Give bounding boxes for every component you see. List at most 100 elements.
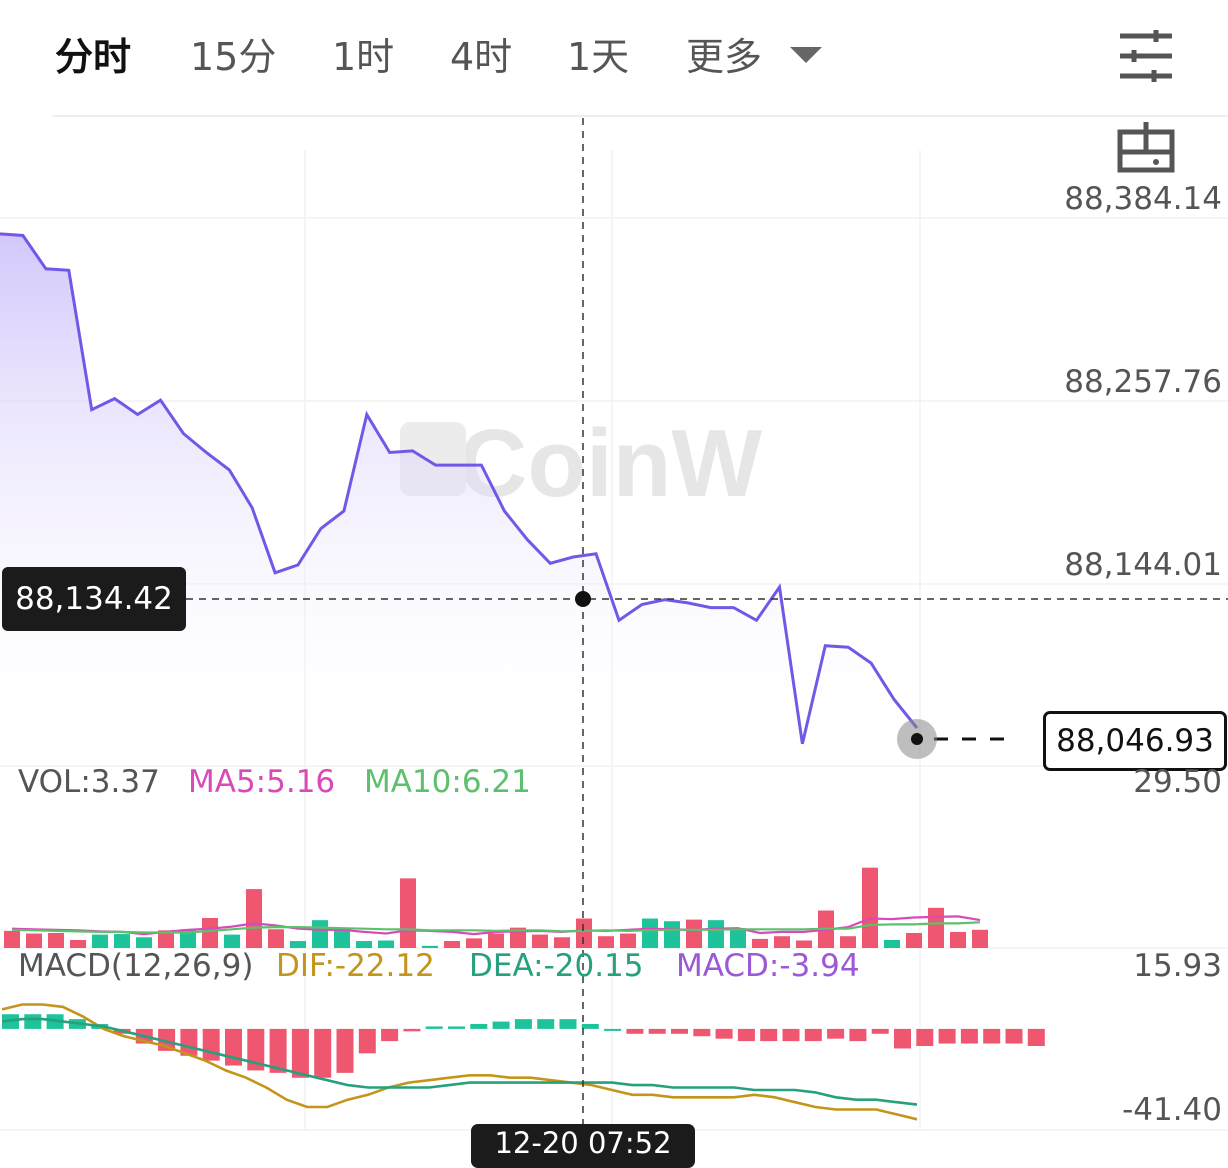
macd-bar [581,1024,599,1029]
dea-line [1,1017,918,1106]
volume-bar [950,931,966,948]
volume-bar [202,918,218,948]
volume-bar [4,930,20,948]
ma5-label: MA5:5.16 [188,764,336,800]
volume-bar [576,918,592,948]
volume-bar [686,919,702,948]
volume-bar [708,920,724,948]
dif-label: DIF:-22.12 [276,948,435,984]
volume-bar [312,920,328,948]
crosshair-dot [575,591,591,607]
macd-bar [403,1028,421,1032]
macd-bar [827,1028,845,1039]
price-area [0,233,917,766]
volume-bar [532,934,548,948]
macd-bottom-label: -41.40 [1122,1092,1222,1128]
last-price-tag[interactable]: 88,046.93 [1043,711,1227,771]
macd-label: MACD:-3.94 [676,948,860,984]
volume-bar [136,937,152,948]
macd-bar [381,1028,399,1042]
last-price-dot [911,733,923,745]
volume-bar [26,933,42,948]
volume-bar [730,928,746,948]
timeframe-tabs: 分时 15分 1时 4时 1天 更多 [0,0,1228,110]
sliders-icon[interactable] [1116,28,1176,84]
tab-timeshare[interactable]: 分时 [55,35,132,79]
crosshair-price-tag: 88,134.42 [2,567,186,631]
volume-bar [906,933,922,948]
tab-4h[interactable]: 4时 [450,35,513,79]
macd-bar [314,1028,332,1078]
volume-bar [774,936,790,948]
macd-histogram [2,1014,1045,1078]
macd-bar [425,1026,443,1029]
volume-bar [554,937,570,948]
volume-bar [400,878,416,948]
macd-bar [849,1028,867,1042]
macd-bar [648,1028,666,1034]
macd-bar [693,1028,711,1037]
macd-bar [782,1028,800,1042]
crosshair-time-tag: 12-20 07:52 [471,1124,695,1168]
tab-15m[interactable]: 15分 [190,35,277,79]
chevron-down-icon[interactable] [790,47,822,63]
tab-1h[interactable]: 1时 [332,35,395,79]
volume-bar [422,945,438,948]
watermark: CoinW [458,410,762,517]
tab-more[interactable]: 更多 [686,35,763,79]
volume-bar [70,939,86,948]
volume-bar [598,936,614,948]
volume-bar [796,940,812,948]
macd-bar [760,1028,778,1042]
volume-bar [444,941,460,948]
price-line [0,232,919,745]
volume-bar [928,907,944,948]
volume-bar [642,918,658,948]
macd-bar [960,1028,978,1044]
tab-1d[interactable]: 1天 [567,35,630,79]
volume-bar [510,927,526,948]
macd-bar [604,1028,622,1031]
macd-bar [894,1028,911,1049]
macd-bar [202,1028,220,1061]
macd-bar [871,1028,889,1034]
volume-bar [862,867,878,948]
macd-bar [247,1028,265,1071]
macd-bar [626,1028,644,1034]
macd-title: MACD(12,26,9) [18,948,254,984]
macd-bar [336,1028,354,1073]
volume-bar [48,933,64,948]
volume-bar [224,934,240,948]
volume-bar [488,933,504,948]
volume-bar [268,929,284,948]
macd-bar [291,1028,309,1078]
macd-bar [559,1019,577,1029]
macd-bar [358,1028,376,1054]
macd-bar [514,1019,532,1029]
volume-bar [290,941,306,948]
volume-bar [356,941,372,948]
macd-bar [470,1024,488,1029]
macd-bar [737,1028,755,1042]
ma10-label: MA10:6.21 [364,764,531,800]
header-divider [52,115,1228,117]
ma10-line [11,921,981,934]
macd-bar [537,1019,555,1029]
volume-bar [334,927,350,948]
macd-bar [24,1014,42,1029]
vol-label: VOL:3.37 [18,764,160,800]
volume-bar [378,940,394,948]
macd-bar [715,1028,733,1039]
dea-label: DEA:-20.15 [469,948,644,984]
volume-bar [114,934,130,948]
macd-bar [983,1028,1001,1044]
macd-bar [804,1028,822,1042]
macd-bar [916,1028,934,1046]
macd-bar [938,1028,956,1044]
volume-bars [4,867,988,948]
macd-bar [671,1028,688,1034]
macd-bar [1005,1028,1023,1044]
layout-icon[interactable] [1116,118,1176,174]
price-tick: 88,144.01 [1064,547,1222,583]
